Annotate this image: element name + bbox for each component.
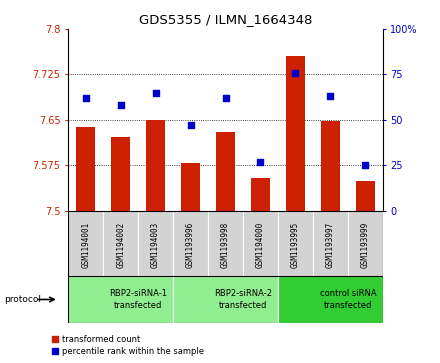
Bar — [208, 211, 243, 276]
Point — [82, 95, 89, 101]
Legend: transformed count, percentile rank within the sample: transformed count, percentile rank withi… — [48, 332, 208, 359]
Title: GDS5355 / ILMN_1664348: GDS5355 / ILMN_1664348 — [139, 13, 312, 26]
Bar — [76, 127, 95, 211]
Text: GSM1193995: GSM1193995 — [291, 221, 300, 268]
Bar — [103, 211, 138, 276]
Point — [257, 159, 264, 164]
Text: GSM1193998: GSM1193998 — [221, 221, 230, 268]
Bar — [173, 211, 208, 276]
Point — [187, 122, 194, 128]
Text: GSM1194000: GSM1194000 — [256, 221, 265, 268]
Bar — [138, 211, 173, 276]
Text: GSM1194001: GSM1194001 — [81, 221, 90, 268]
Text: GSM1193999: GSM1193999 — [361, 221, 370, 268]
Text: GSM1194002: GSM1194002 — [116, 221, 125, 268]
Text: GSM1194003: GSM1194003 — [151, 221, 160, 268]
Point — [222, 95, 229, 101]
Bar — [251, 179, 270, 211]
Bar — [243, 211, 278, 276]
Text: protocol: protocol — [4, 295, 41, 304]
Bar — [173, 276, 278, 323]
Bar — [356, 182, 375, 211]
Text: GSM1193996: GSM1193996 — [186, 221, 195, 268]
Bar — [68, 276, 173, 323]
Bar — [146, 120, 165, 211]
Bar — [348, 211, 383, 276]
Bar — [68, 211, 103, 276]
Text: RBP2-siRNA-1
transfected: RBP2-siRNA-1 transfected — [109, 289, 167, 310]
Text: RBP2-siRNA-2
transfected: RBP2-siRNA-2 transfected — [214, 289, 272, 310]
Point — [152, 90, 159, 95]
Bar — [181, 163, 200, 211]
Bar — [286, 56, 305, 211]
Text: control siRNA
transfected: control siRNA transfected — [319, 289, 376, 310]
Point — [362, 162, 369, 168]
Point — [117, 102, 124, 108]
Bar — [321, 121, 340, 211]
Point — [292, 70, 299, 76]
Text: GSM1193997: GSM1193997 — [326, 221, 335, 268]
Bar — [278, 276, 383, 323]
Bar — [216, 132, 235, 211]
Bar — [111, 137, 130, 211]
Bar — [313, 211, 348, 276]
Bar — [278, 211, 313, 276]
Point — [327, 93, 334, 99]
